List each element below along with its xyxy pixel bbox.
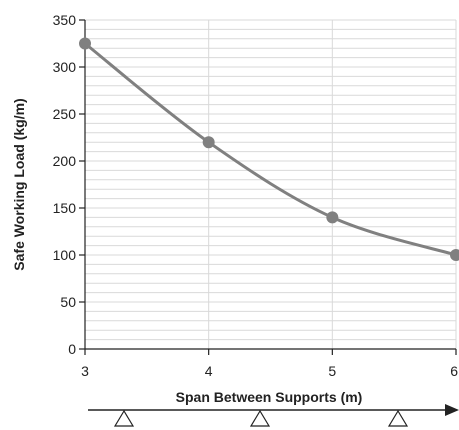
data-point [202, 136, 215, 149]
support-diagram [88, 404, 459, 427]
y-axis-title: Safe Working Load (kg/m) [11, 98, 27, 270]
support-triangle-icon [249, 409, 271, 427]
series-line [83, 42, 458, 257]
y-tick-label: 300 [53, 59, 77, 75]
x-ticks: 3 4 5 6 [81, 349, 458, 379]
support-triangle-icon [387, 409, 409, 427]
x-tick-label: 4 [205, 363, 213, 379]
data-point [326, 211, 339, 224]
grid [85, 19, 457, 349]
data-point [79, 37, 91, 50]
y-tick-label: 250 [53, 106, 77, 122]
y-tick-label: 0 [68, 341, 76, 357]
y-tick-label: 100 [53, 247, 77, 263]
y-tick-label: 150 [53, 200, 77, 216]
data-point [450, 249, 459, 261]
support-triangle-icon [113, 409, 135, 427]
y-tick-label: 350 [53, 12, 77, 28]
x-tick-label: 3 [81, 363, 89, 379]
x-tick-label: 6 [450, 363, 458, 379]
arrow-head-icon [445, 404, 459, 416]
x-axis-title: Span Between Supports (m) [176, 389, 363, 405]
y-tick-label: 50 [60, 294, 76, 310]
y-tick-label: 200 [53, 153, 77, 169]
axes [84, 20, 456, 350]
data-points [79, 37, 459, 261]
x-tick-label: 5 [328, 363, 336, 379]
y-ticks: 0 50 100 150 200 250 300 350 [53, 12, 85, 357]
